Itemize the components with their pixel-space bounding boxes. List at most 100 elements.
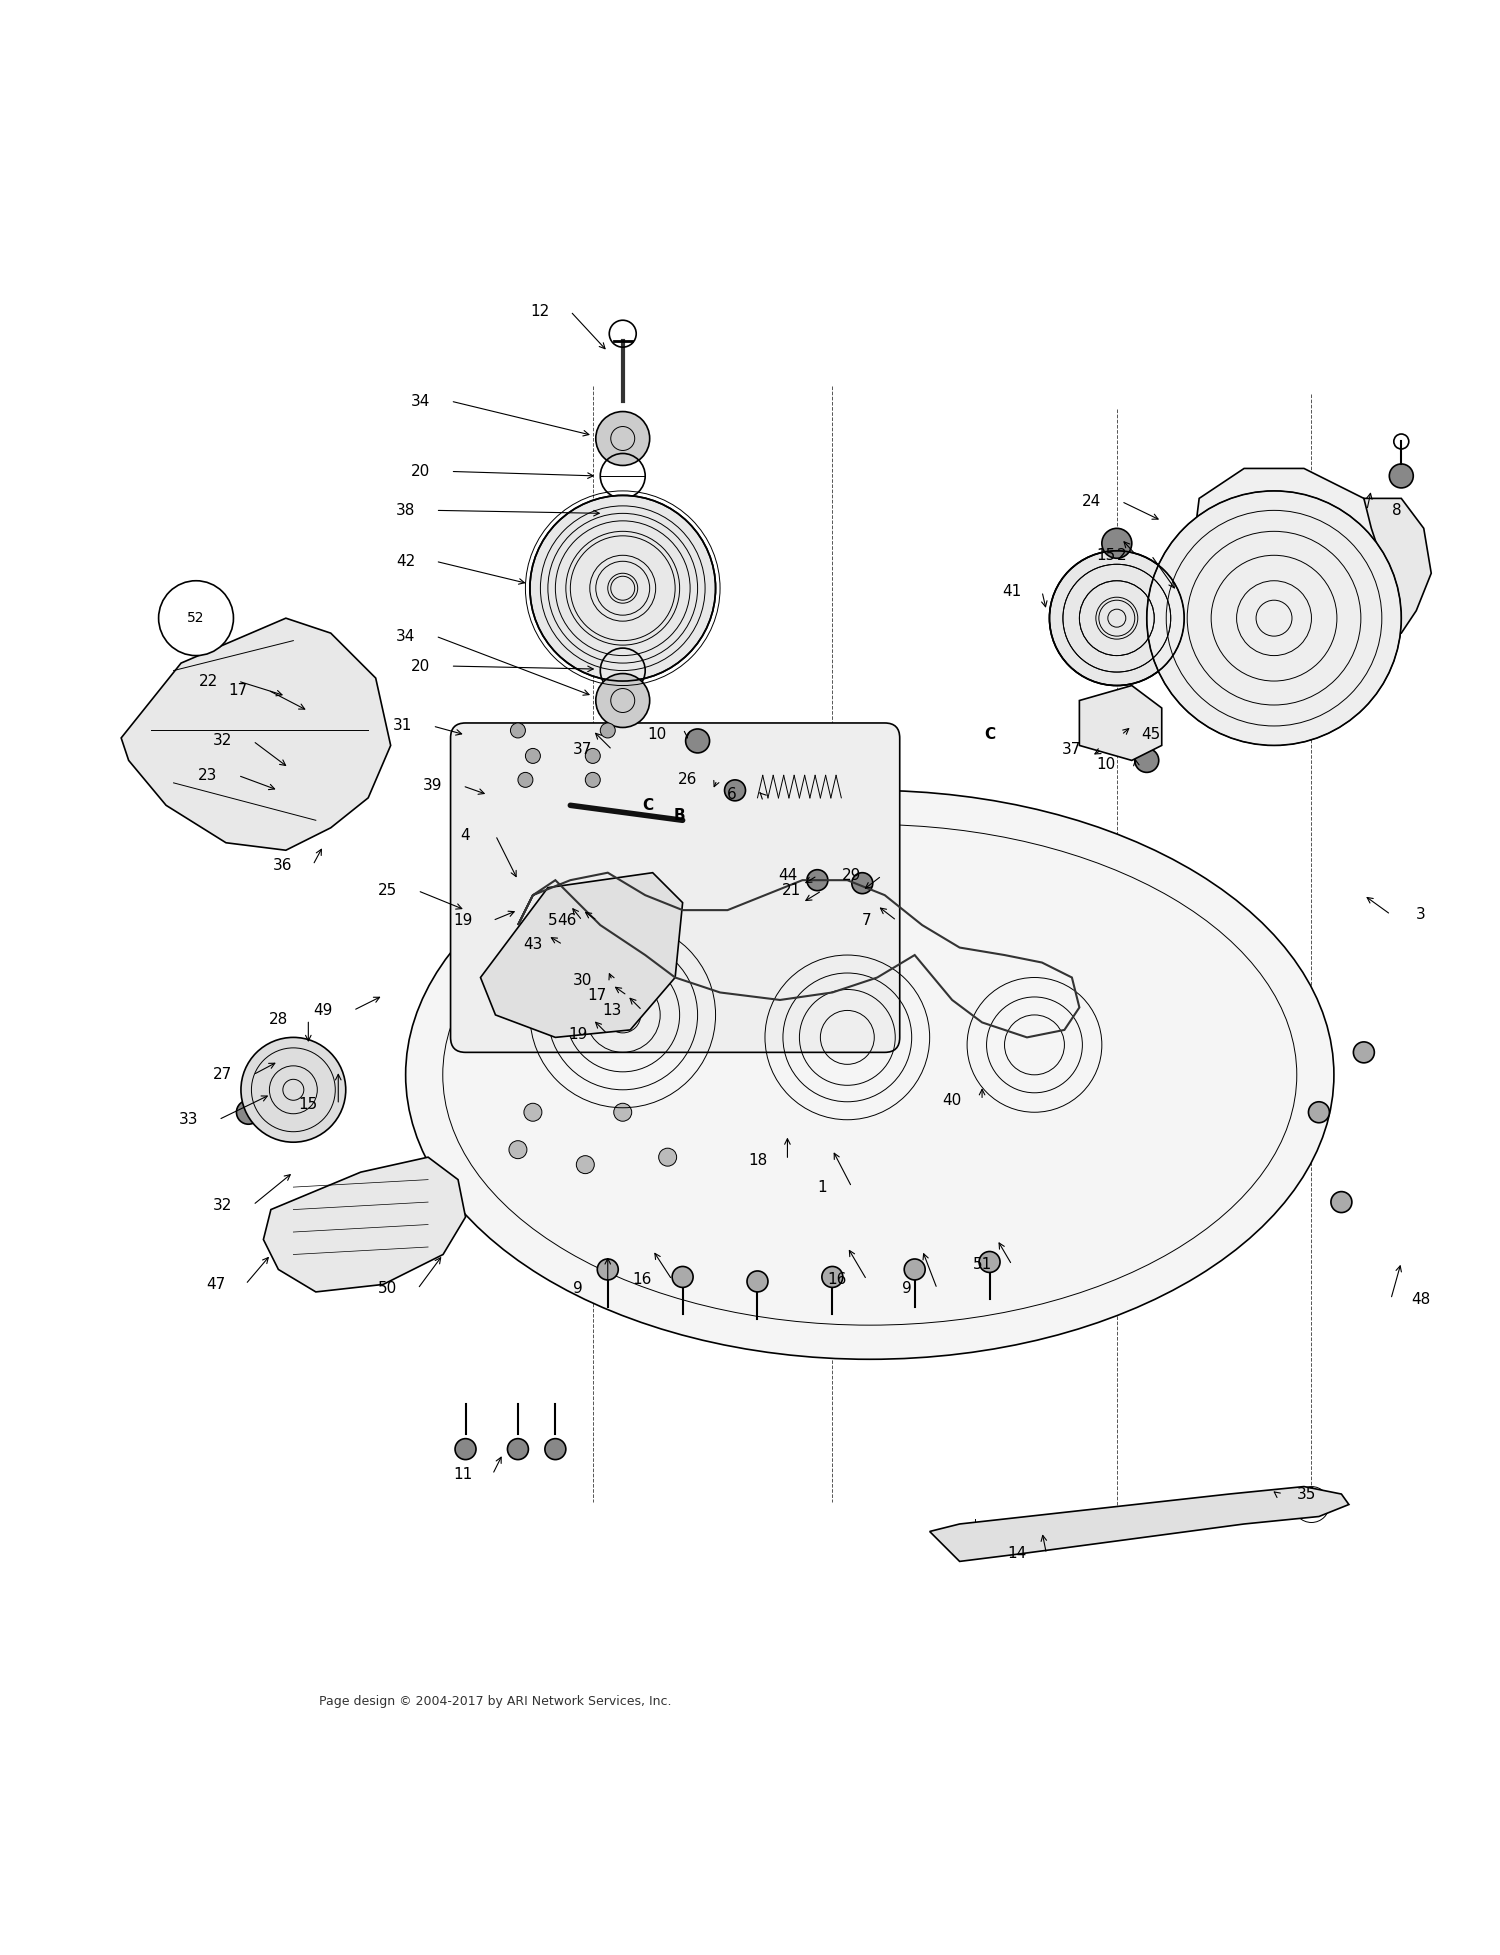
Polygon shape <box>1356 499 1431 641</box>
Circle shape <box>510 723 525 737</box>
Circle shape <box>518 772 532 788</box>
Circle shape <box>822 1267 843 1288</box>
Text: 35: 35 <box>1298 1486 1317 1501</box>
Text: 49: 49 <box>314 1003 333 1019</box>
Polygon shape <box>480 872 682 1038</box>
Circle shape <box>1330 1193 1352 1212</box>
Text: 20: 20 <box>411 463 430 479</box>
Text: 16: 16 <box>633 1273 652 1288</box>
Polygon shape <box>264 1157 465 1292</box>
Text: 26: 26 <box>678 772 698 788</box>
Circle shape <box>686 729 709 753</box>
Circle shape <box>507 1439 528 1460</box>
Circle shape <box>658 1148 676 1165</box>
Text: 38: 38 <box>396 502 416 518</box>
Circle shape <box>1148 491 1401 745</box>
Text: 9: 9 <box>903 1281 912 1296</box>
Text: 20: 20 <box>411 659 430 674</box>
Circle shape <box>242 1038 345 1142</box>
Text: 18: 18 <box>748 1153 766 1167</box>
Text: 2: 2 <box>1116 547 1126 563</box>
FancyBboxPatch shape <box>450 723 900 1052</box>
Text: 11: 11 <box>453 1466 472 1482</box>
Text: 22: 22 <box>198 674 217 688</box>
Polygon shape <box>930 1486 1348 1562</box>
Circle shape <box>852 872 873 893</box>
Circle shape <box>1102 528 1132 559</box>
Circle shape <box>1308 1103 1329 1122</box>
Text: 25: 25 <box>378 884 398 897</box>
Circle shape <box>1299 1492 1323 1517</box>
Text: 23: 23 <box>198 768 217 782</box>
Text: 37: 37 <box>573 743 592 757</box>
Circle shape <box>159 581 234 655</box>
Text: 39: 39 <box>423 778 442 794</box>
Circle shape <box>747 1271 768 1292</box>
Ellipse shape <box>405 790 1334 1359</box>
Text: 17: 17 <box>588 987 608 1003</box>
Polygon shape <box>1080 686 1161 760</box>
Circle shape <box>596 413 650 465</box>
Circle shape <box>1389 463 1413 489</box>
Text: 3: 3 <box>1416 907 1425 923</box>
Text: C: C <box>984 727 994 743</box>
Text: 40: 40 <box>942 1093 962 1108</box>
Text: 6: 6 <box>728 788 736 802</box>
Polygon shape <box>122 618 390 850</box>
Polygon shape <box>1191 469 1401 692</box>
Text: 4: 4 <box>460 827 471 843</box>
Text: 10: 10 <box>648 727 668 743</box>
Text: 32: 32 <box>213 733 232 749</box>
Ellipse shape <box>442 825 1298 1325</box>
Text: 36: 36 <box>273 858 292 872</box>
Text: 13: 13 <box>603 1003 622 1019</box>
Text: 33: 33 <box>178 1112 198 1128</box>
Circle shape <box>585 772 600 788</box>
Circle shape <box>724 780 746 802</box>
Text: 15: 15 <box>298 1097 318 1112</box>
Circle shape <box>530 495 716 680</box>
Text: 52: 52 <box>188 612 206 626</box>
Text: 37: 37 <box>1062 743 1082 757</box>
Circle shape <box>237 1101 261 1124</box>
Text: 34: 34 <box>411 393 430 409</box>
Text: 51: 51 <box>972 1257 992 1273</box>
Circle shape <box>454 1439 476 1460</box>
Circle shape <box>980 1251 1000 1273</box>
Text: 9: 9 <box>573 1281 582 1296</box>
Text: 31: 31 <box>393 719 412 733</box>
Circle shape <box>614 1103 632 1122</box>
Text: 7: 7 <box>862 913 871 929</box>
Text: 12: 12 <box>531 303 550 319</box>
Text: 41: 41 <box>1002 585 1022 598</box>
Text: 19: 19 <box>568 1026 588 1042</box>
Circle shape <box>576 1155 594 1173</box>
Text: 5: 5 <box>548 913 556 929</box>
Text: 48: 48 <box>1412 1292 1431 1306</box>
Text: C: C <box>642 798 654 813</box>
Text: 45: 45 <box>1142 727 1161 743</box>
Text: 27: 27 <box>213 1067 232 1083</box>
Circle shape <box>525 749 540 762</box>
Circle shape <box>1353 1042 1374 1064</box>
Circle shape <box>509 1140 526 1159</box>
Text: 42: 42 <box>396 553 416 569</box>
Text: 32: 32 <box>213 1198 232 1212</box>
Text: 50: 50 <box>378 1281 398 1296</box>
Circle shape <box>524 1103 542 1122</box>
Text: 1: 1 <box>818 1179 827 1195</box>
Text: 29: 29 <box>842 868 861 884</box>
Circle shape <box>596 674 650 727</box>
Circle shape <box>544 1439 566 1460</box>
Text: 19: 19 <box>453 913 472 929</box>
Text: 24: 24 <box>1082 495 1101 508</box>
Text: 15: 15 <box>1096 547 1116 563</box>
Text: 16: 16 <box>827 1273 846 1288</box>
Text: ARI: ARI <box>591 895 909 1060</box>
Text: 46: 46 <box>558 913 578 929</box>
Text: 8: 8 <box>1392 502 1401 518</box>
Text: 17: 17 <box>228 682 248 698</box>
Circle shape <box>585 749 600 762</box>
Text: 28: 28 <box>268 1013 288 1026</box>
Circle shape <box>904 1259 926 1281</box>
